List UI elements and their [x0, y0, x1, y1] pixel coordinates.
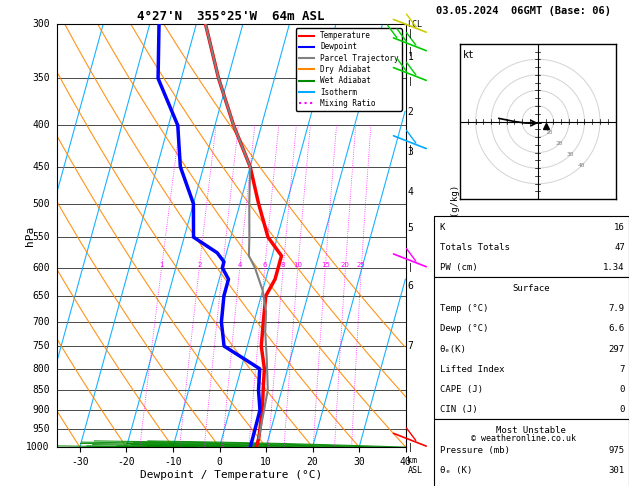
Text: 550: 550: [32, 232, 50, 242]
Text: 25: 25: [357, 262, 365, 268]
Text: |: |: [409, 47, 412, 56]
Text: |: |: [409, 263, 412, 272]
Text: hPa: hPa: [25, 226, 35, 246]
Text: 0: 0: [620, 385, 625, 394]
Bar: [433, 277, 629, 419]
Text: © weatheronline.co.uk: © weatheronline.co.uk: [471, 434, 576, 443]
Text: 03.05.2024  06GMT (Base: 06): 03.05.2024 06GMT (Base: 06): [436, 6, 611, 16]
Text: 8: 8: [281, 262, 286, 268]
Text: 10: 10: [293, 262, 303, 268]
Text: 47: 47: [614, 243, 625, 252]
Text: Most Unstable: Most Unstable: [496, 426, 566, 435]
Text: Dewp (°C): Dewp (°C): [440, 324, 488, 333]
Text: 7: 7: [620, 365, 625, 374]
Text: 5: 5: [408, 223, 413, 233]
Text: Temp (°C): Temp (°C): [440, 304, 488, 313]
Text: 1000: 1000: [26, 442, 50, 452]
Text: 600: 600: [32, 263, 50, 273]
Text: 350: 350: [32, 73, 50, 84]
Text: 0: 0: [620, 405, 625, 415]
Text: 16: 16: [614, 223, 625, 232]
Text: 3: 3: [220, 262, 225, 268]
Text: 40: 40: [577, 162, 585, 168]
Text: θₑ (K): θₑ (K): [440, 467, 472, 475]
X-axis label: Dewpoint / Temperature (°C): Dewpoint / Temperature (°C): [140, 469, 322, 480]
Text: 800: 800: [32, 364, 50, 374]
Text: 1: 1: [408, 52, 413, 62]
Text: CAPE (J): CAPE (J): [440, 385, 483, 394]
Text: 1.34: 1.34: [603, 263, 625, 273]
Text: 400: 400: [32, 121, 50, 130]
Legend: Temperature, Dewpoint, Parcel Trajectory, Dry Adiabat, Wet Adiabat, Isotherm, Mi: Temperature, Dewpoint, Parcel Trajectory…: [296, 28, 402, 111]
Text: 10: 10: [545, 130, 552, 135]
Title: 4°27'N  355°25'W  64m ASL: 4°27'N 355°25'W 64m ASL: [137, 10, 325, 23]
Text: 650: 650: [32, 291, 50, 301]
Text: 750: 750: [32, 341, 50, 351]
Text: 7.9: 7.9: [609, 304, 625, 313]
Text: PW (cm): PW (cm): [440, 263, 477, 273]
Text: Pressure (mb): Pressure (mb): [440, 446, 509, 455]
Text: 301: 301: [609, 467, 625, 475]
Text: |: |: [409, 443, 412, 451]
Text: K: K: [440, 223, 445, 232]
Text: Mixing Ratio (g/kg): Mixing Ratio (g/kg): [451, 185, 460, 287]
Text: 4: 4: [238, 262, 242, 268]
Text: 6: 6: [262, 262, 267, 268]
Text: 700: 700: [32, 317, 50, 327]
Text: 900: 900: [32, 405, 50, 415]
Text: 3: 3: [408, 147, 413, 157]
Text: 850: 850: [32, 385, 50, 395]
Bar: [433, 216, 629, 277]
Text: kt: kt: [463, 50, 475, 60]
Text: 20: 20: [556, 141, 564, 146]
Text: θₑ(K): θₑ(K): [440, 345, 467, 354]
Text: 297: 297: [609, 345, 625, 354]
Text: 2: 2: [197, 262, 201, 268]
Text: km
ASL: km ASL: [408, 455, 423, 475]
Bar: [433, 419, 629, 486]
Text: 300: 300: [32, 19, 50, 29]
Text: 4: 4: [408, 187, 413, 197]
Text: Totals Totals: Totals Totals: [440, 243, 509, 252]
Text: 450: 450: [32, 162, 50, 172]
Text: |: |: [409, 77, 412, 86]
Text: Lifted Index: Lifted Index: [440, 365, 504, 374]
Text: 6: 6: [408, 281, 413, 291]
Text: 7: 7: [408, 341, 413, 351]
Text: 500: 500: [32, 199, 50, 208]
Text: 15: 15: [321, 262, 330, 268]
Text: 6.6: 6.6: [609, 324, 625, 333]
Text: Surface: Surface: [513, 284, 550, 293]
Text: |: |: [409, 145, 412, 154]
Text: |: |: [409, 29, 412, 38]
Text: 975: 975: [609, 446, 625, 455]
Text: 2: 2: [408, 106, 413, 117]
Text: LCL: LCL: [408, 20, 423, 29]
Text: 20: 20: [341, 262, 350, 268]
Text: 30: 30: [567, 152, 574, 156]
Text: 1: 1: [159, 262, 164, 268]
Text: CIN (J): CIN (J): [440, 405, 477, 415]
Text: 950: 950: [32, 424, 50, 434]
